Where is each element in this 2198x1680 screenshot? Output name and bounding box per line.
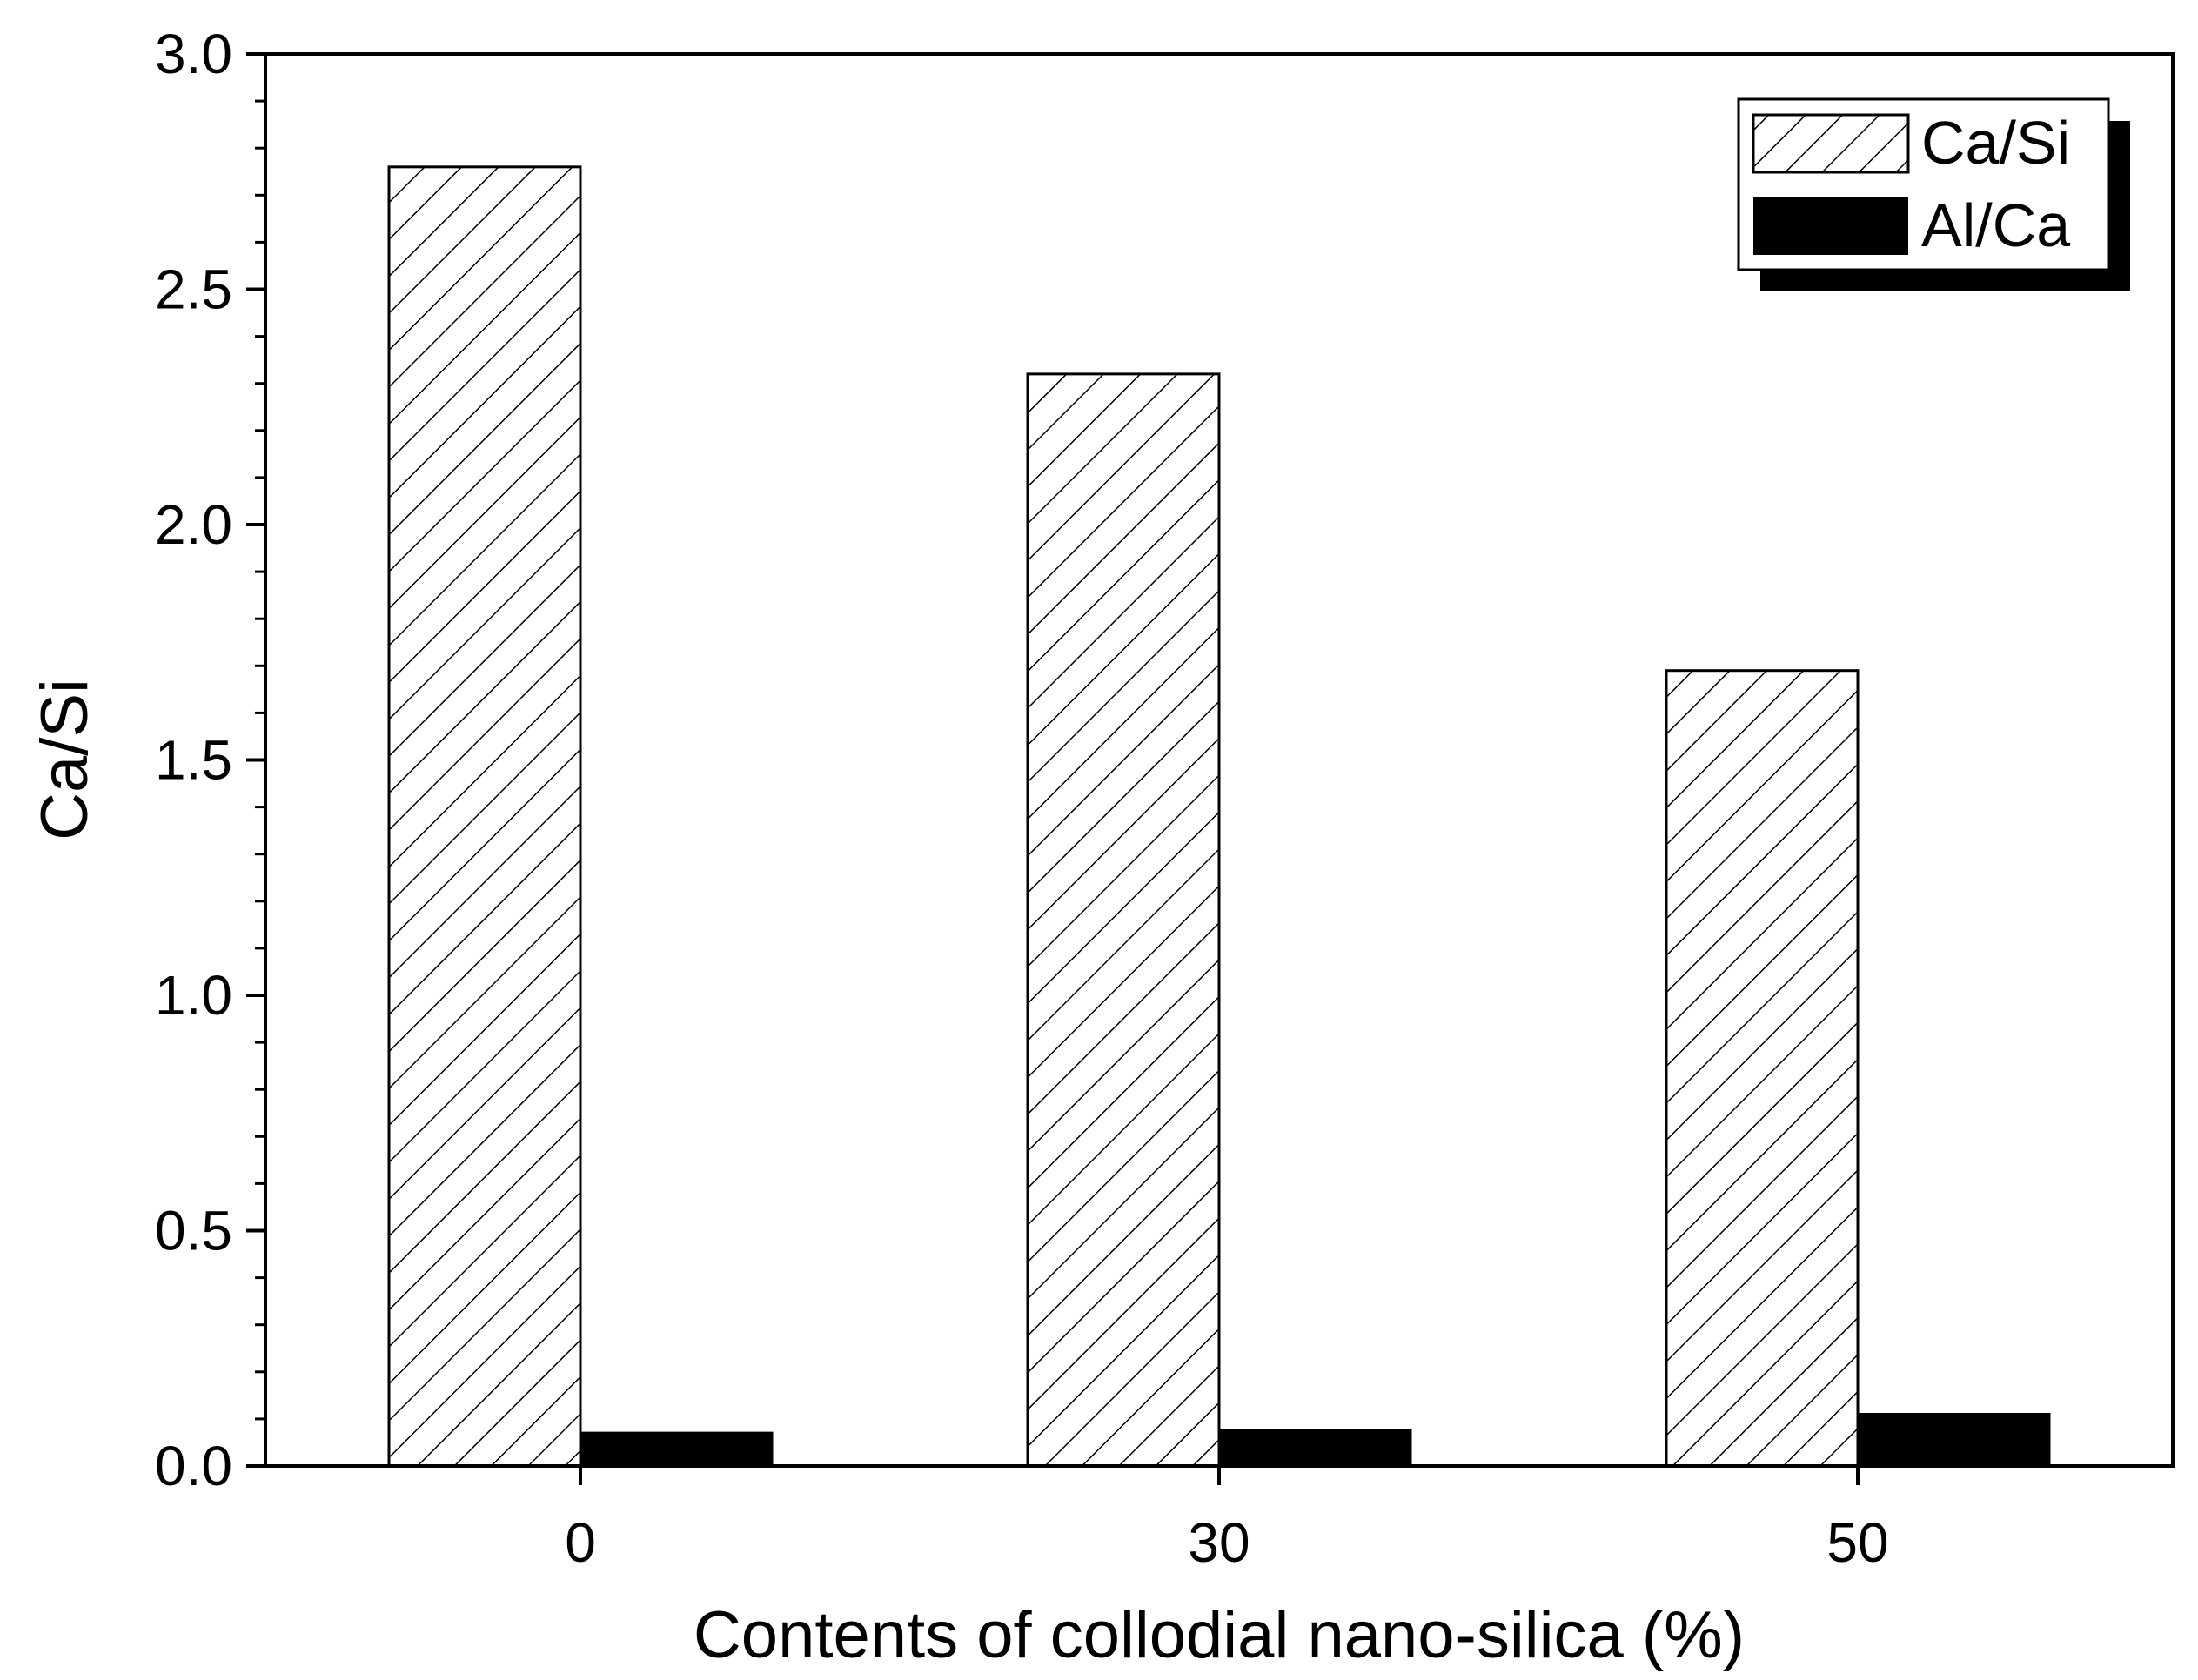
y-tick-label: 2.5 — [155, 258, 232, 321]
y-axis-ticks: 0.0 0.5 1.0 1.5 2.0 2.5 3.0 — [155, 23, 265, 1497]
legend: Ca/Si Al/Ca — [1737, 97, 2130, 291]
legend-swatch-ca-si — [1752, 113, 1910, 174]
x-axis-ticks: 0 30 50 — [565, 1466, 1889, 1574]
bar-al-ca-50 — [1856, 1412, 2051, 1468]
legend-label-ca-si: Ca/Si — [1921, 109, 2070, 177]
y-tick-label: 3.0 — [155, 23, 232, 85]
plot-frame — [264, 52, 2175, 1468]
y-tick-label: 0.5 — [155, 1200, 232, 1262]
bar-al-ca-0 — [579, 1431, 774, 1468]
bar-ca-si-0 — [387, 165, 582, 1468]
legend-label-al-ca: Al/Ca — [1921, 191, 2070, 259]
bar-ca-si-30 — [1026, 372, 1221, 1468]
y-tick-label: 1.0 — [155, 964, 232, 1027]
bar-ca-si-50 — [1665, 669, 1860, 1468]
bars-group — [387, 165, 2051, 1468]
y-tick-label: 1.5 — [155, 729, 232, 792]
x-tick-label: 30 — [1188, 1511, 1250, 1574]
y-axis-title: Ca/Si — [28, 679, 102, 840]
x-tick-label: 50 — [1826, 1511, 1888, 1574]
y-tick-label: 0.0 — [155, 1435, 232, 1497]
x-tick-label: 0 — [565, 1511, 596, 1574]
bar-al-ca-30 — [1217, 1429, 1412, 1468]
x-axis-title: Contents of collodial nano-silica (%) — [694, 1598, 1745, 1672]
y-tick-label: 2.0 — [155, 493, 232, 556]
legend-swatch-al-ca — [1753, 197, 1908, 255]
